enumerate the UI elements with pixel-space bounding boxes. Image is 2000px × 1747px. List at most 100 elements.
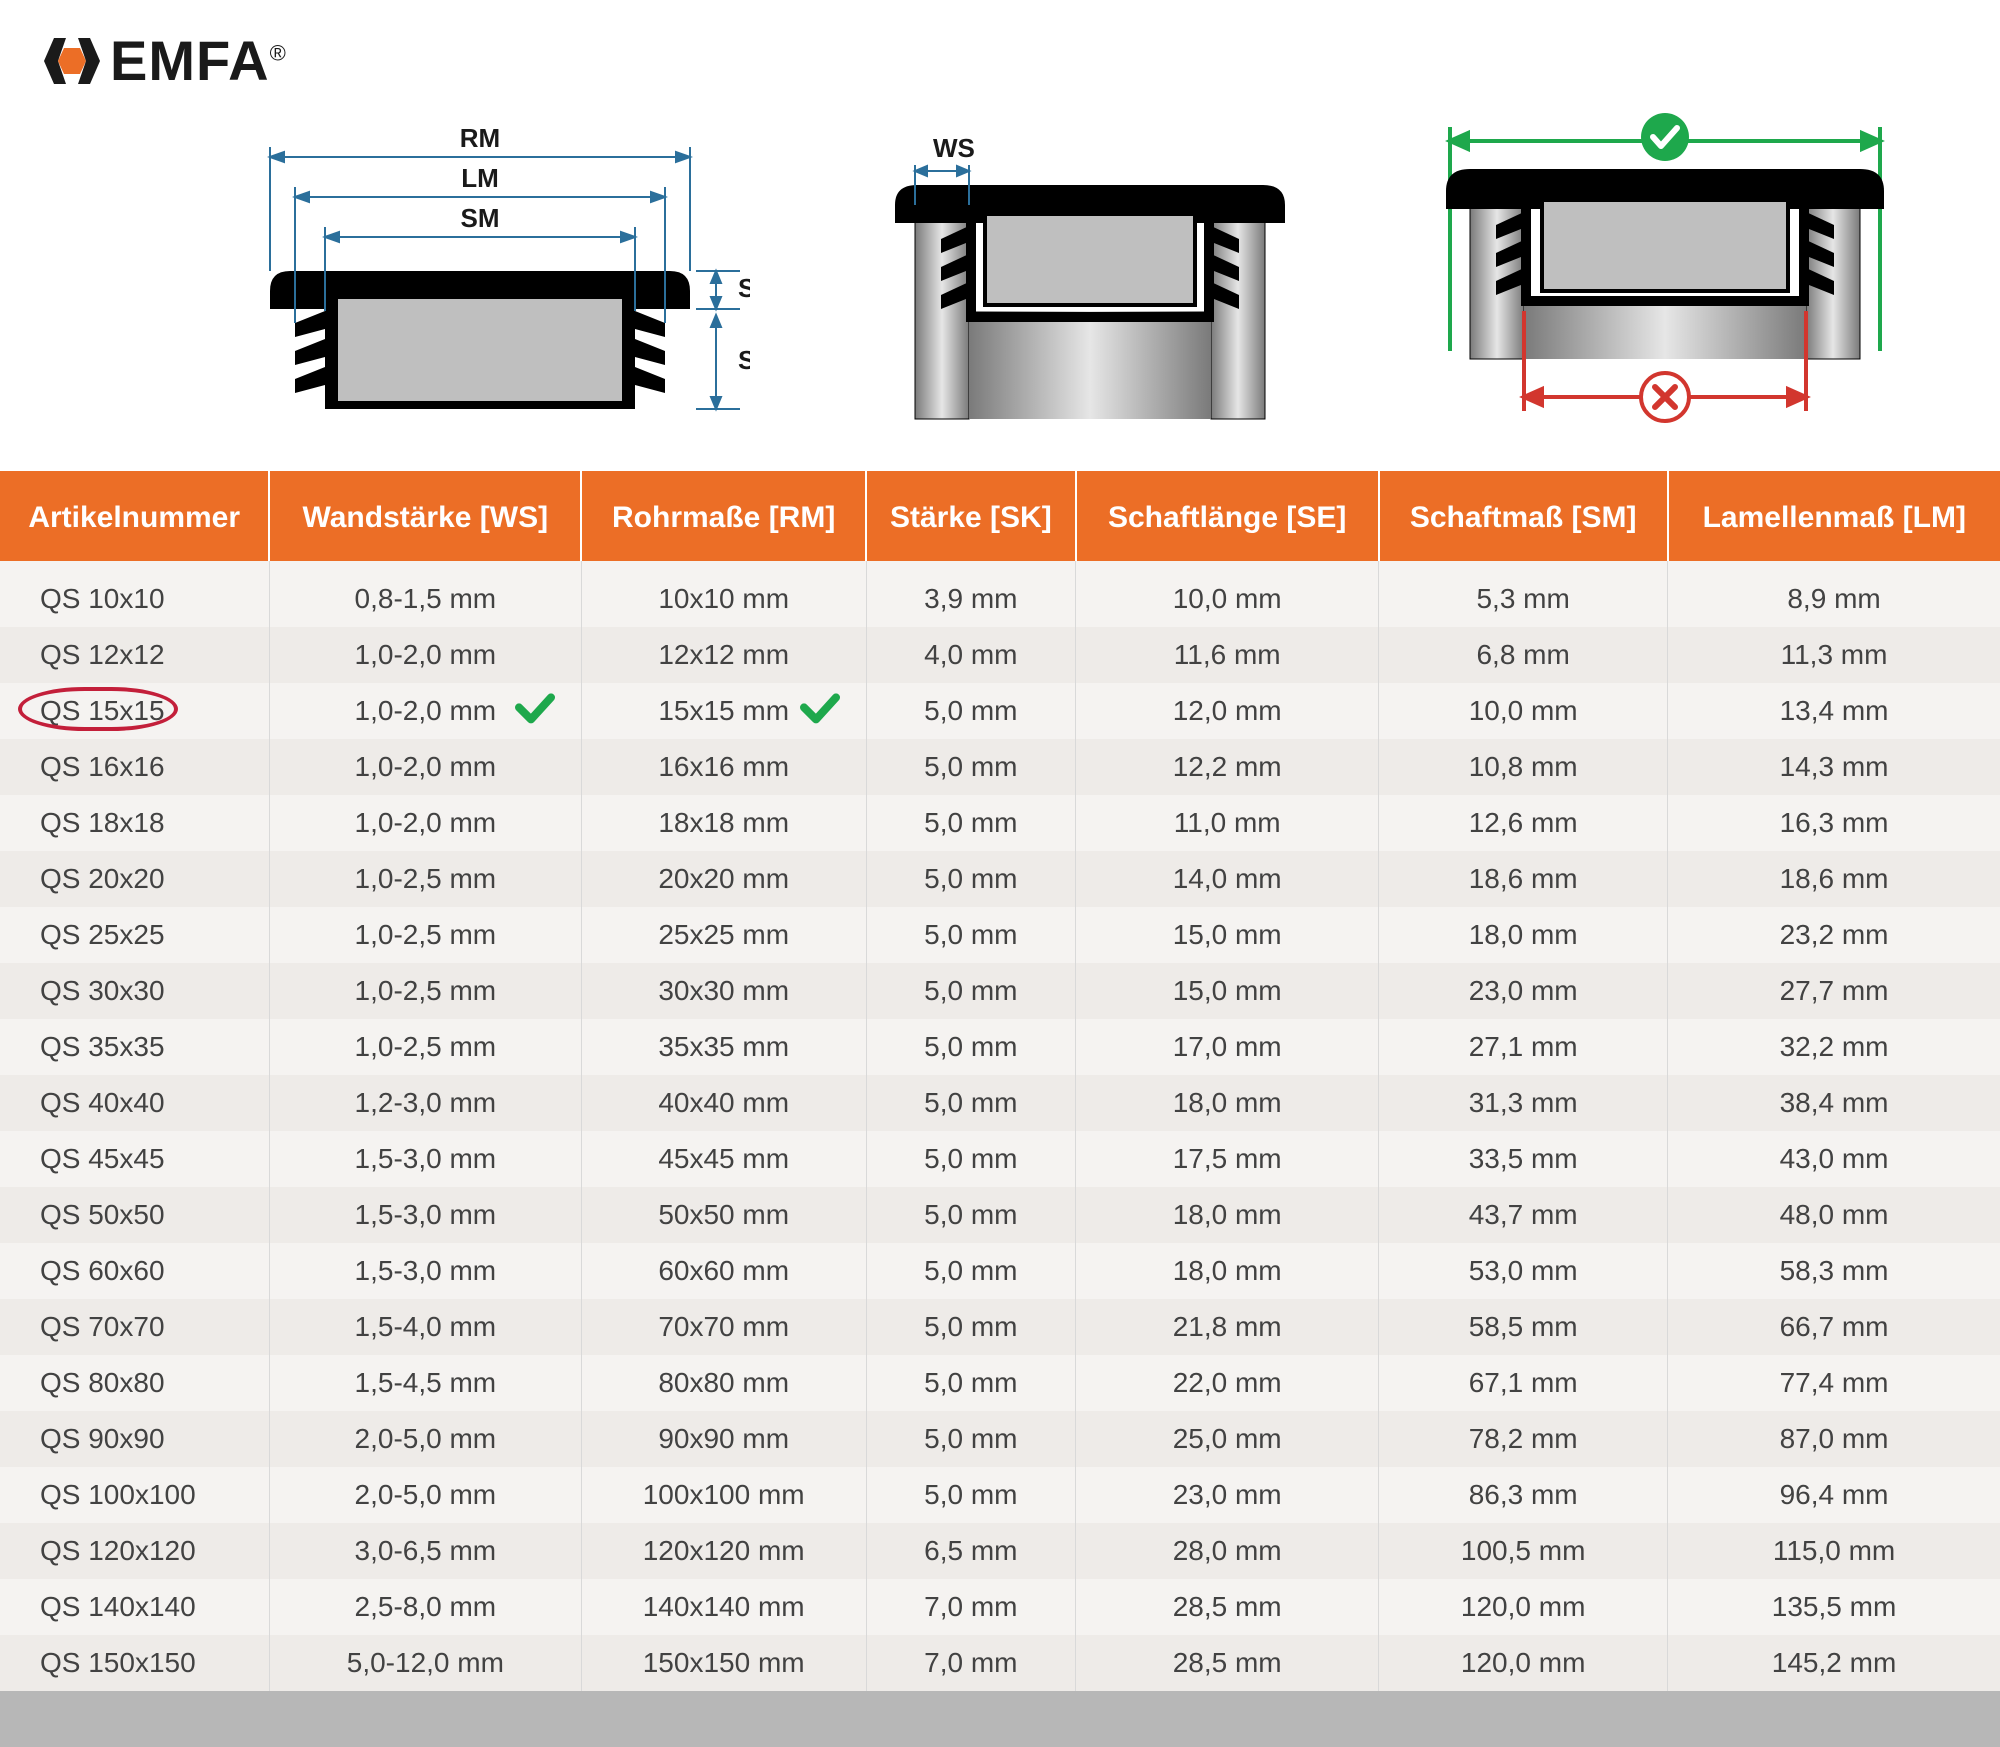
table-cell: 77,4 mm [1668, 1355, 2000, 1411]
table-cell: 11,6 mm [1076, 627, 1379, 683]
table-cell: 135,5 mm [1668, 1579, 2000, 1635]
table-cell: 4,0 mm [866, 627, 1076, 683]
table-cell: 70x70 mm [581, 1299, 866, 1355]
table-cell: 30x30 mm [581, 963, 866, 1019]
table-cell: 14,3 mm [1668, 739, 2000, 795]
label-sm: SM [461, 203, 500, 233]
table-cell: 3,9 mm [866, 561, 1076, 627]
table-cell: 5,0 mm [866, 1411, 1076, 1467]
table-cell: 2,5-8,0 mm [269, 1579, 581, 1635]
table-row: QS 10x100,8-1,5 mm10x10 mm3,9 mm10,0 mm5… [0, 561, 2000, 627]
table-cell: 12,0 mm [1076, 683, 1379, 739]
table-cell: 5,0 mm [866, 963, 1076, 1019]
table-row: QS 12x121,0-2,0 mm12x12 mm4,0 mm11,6 mm6… [0, 627, 2000, 683]
table-cell: 67,1 mm [1379, 1355, 1668, 1411]
table-cell: 100x100 mm [581, 1467, 866, 1523]
table-cell: 5,0 mm [866, 1075, 1076, 1131]
table-cell: QS 70x70 [0, 1299, 269, 1355]
table-cell: 5,0 mm [866, 795, 1076, 851]
table-cell: 12,2 mm [1076, 739, 1379, 795]
table-cell: 10,0 mm [1076, 561, 1379, 627]
table-cell: 5,0 mm [866, 1243, 1076, 1299]
footer-bar [0, 1691, 2000, 1747]
table-cell: 5,0 mm [866, 907, 1076, 963]
table-cell: 15,0 mm [1076, 907, 1379, 963]
table-cell: 1,0-2,0 mm [269, 739, 581, 795]
table-cell: 1,2-3,0 mm [269, 1075, 581, 1131]
table-cell: 21,8 mm [1076, 1299, 1379, 1355]
table-row: QS 25x251,0-2,5 mm25x25 mm5,0 mm15,0 mm1… [0, 907, 2000, 963]
table-cell: 2,0-5,0 mm [269, 1467, 581, 1523]
table-cell: 28,5 mm [1076, 1579, 1379, 1635]
table-cell: 18,6 mm [1668, 851, 2000, 907]
table-cell: 115,0 mm [1668, 1523, 2000, 1579]
table-cell: QS 120x120 [0, 1523, 269, 1579]
diagram-dimensions: RM LM SM SK SE [230, 111, 750, 431]
table-cell: 23,2 mm [1668, 907, 2000, 963]
table-cell: 3,0-6,5 mm [269, 1523, 581, 1579]
table-cell: 145,2 mm [1668, 1635, 2000, 1691]
col-schaftmass: Schaftmaß [SM] [1379, 471, 1668, 561]
table-cell: 18,0 mm [1076, 1243, 1379, 1299]
table-header: Artikelnummer Wandstärke [WS] Rohrmaße [… [0, 471, 2000, 561]
table-cell: 5,0 mm [866, 1019, 1076, 1075]
table-cell: 7,0 mm [866, 1635, 1076, 1691]
col-artikelnummer: Artikelnummer [0, 471, 269, 561]
label-lm: LM [461, 163, 499, 193]
table-cell: QS 50x50 [0, 1187, 269, 1243]
table-cell: 1,5-3,0 mm [269, 1187, 581, 1243]
table-cell: 96,4 mm [1668, 1467, 2000, 1523]
table-cell: 17,0 mm [1076, 1019, 1379, 1075]
table-cell: 5,0 mm [866, 851, 1076, 907]
table-row: QS 70x701,5-4,0 mm70x70 mm5,0 mm21,8 mm5… [0, 1299, 2000, 1355]
table-cell: 140x140 mm [581, 1579, 866, 1635]
table-cell: 43,0 mm [1668, 1131, 2000, 1187]
table-cell: 150x150 mm [581, 1635, 866, 1691]
table-cell: 58,5 mm [1379, 1299, 1668, 1355]
highlight-circle [18, 687, 178, 731]
table-cell: 35x35 mm [581, 1019, 866, 1075]
table-cell: QS 100x100 [0, 1467, 269, 1523]
label-rm: RM [460, 123, 500, 153]
table-row: QS 45x451,5-3,0 mm45x45 mm5,0 mm17,5 mm3… [0, 1131, 2000, 1187]
table-cell: 28,5 mm [1076, 1635, 1379, 1691]
col-schaftlaenge: Schaftlänge [SE] [1076, 471, 1379, 561]
table-cell: 5,0 mm [866, 683, 1076, 739]
table-cell: 10,8 mm [1379, 739, 1668, 795]
table-cell: QS 16x16 [0, 739, 269, 795]
table-cell: 48,0 mm [1668, 1187, 2000, 1243]
table-cell: QS 80x80 [0, 1355, 269, 1411]
check-icon [800, 693, 840, 725]
table-cell: 12x12 mm [581, 627, 866, 683]
table-cell: 50x50 mm [581, 1187, 866, 1243]
table-row: QS 16x161,0-2,0 mm16x16 mm5,0 mm12,2 mm1… [0, 739, 2000, 795]
table-cell: 18x18 mm [581, 795, 866, 851]
table-cell: 23,0 mm [1076, 1467, 1379, 1523]
table-cell: QS 18x18 [0, 795, 269, 851]
table-row: QS 50x501,5-3,0 mm50x50 mm5,0 mm18,0 mm4… [0, 1187, 2000, 1243]
table-cell: 10x10 mm [581, 561, 866, 627]
table-row: QS 18x181,0-2,0 mm18x18 mm5,0 mm11,0 mm1… [0, 795, 2000, 851]
table-row: QS 35x351,0-2,5 mm35x35 mm5,0 mm17,0 mm2… [0, 1019, 2000, 1075]
table-cell: QS 10x10 [0, 561, 269, 627]
table-cell: 17,5 mm [1076, 1131, 1379, 1187]
logo-hex-icon [40, 32, 104, 90]
table-cell: 100,5 mm [1379, 1523, 1668, 1579]
table-cell: 31,3 mm [1379, 1075, 1668, 1131]
table-cell: 14,0 mm [1076, 851, 1379, 907]
col-rohrmasse: Rohrmaße [RM] [581, 471, 866, 561]
table-row: QS 80x801,5-4,5 mm80x80 mm5,0 mm22,0 mm6… [0, 1355, 2000, 1411]
logo-text: EMFA® [110, 28, 287, 93]
table-cell: 1,0-2,0 mm [269, 683, 581, 739]
table-row: QS 120x1203,0-6,5 mm120x120 mm6,5 mm28,0… [0, 1523, 2000, 1579]
table-cell: 1,5-3,0 mm [269, 1243, 581, 1299]
table-row: QS 40x401,2-3,0 mm40x40 mm5,0 mm18,0 mm3… [0, 1075, 2000, 1131]
table-row: QS 30x301,0-2,5 mm30x30 mm5,0 mm15,0 mm2… [0, 963, 2000, 1019]
table-cell: 5,0 mm [866, 1299, 1076, 1355]
table-row: QS 60x601,5-3,0 mm60x60 mm5,0 mm18,0 mm5… [0, 1243, 2000, 1299]
table-cell: QS 12x12 [0, 627, 269, 683]
label-sk: SK [738, 273, 750, 303]
table-cell: 6,5 mm [866, 1523, 1076, 1579]
table-cell: QS 15x15 [0, 683, 269, 739]
dimension-table: Artikelnummer Wandstärke [WS] Rohrmaße [… [0, 471, 2000, 1691]
